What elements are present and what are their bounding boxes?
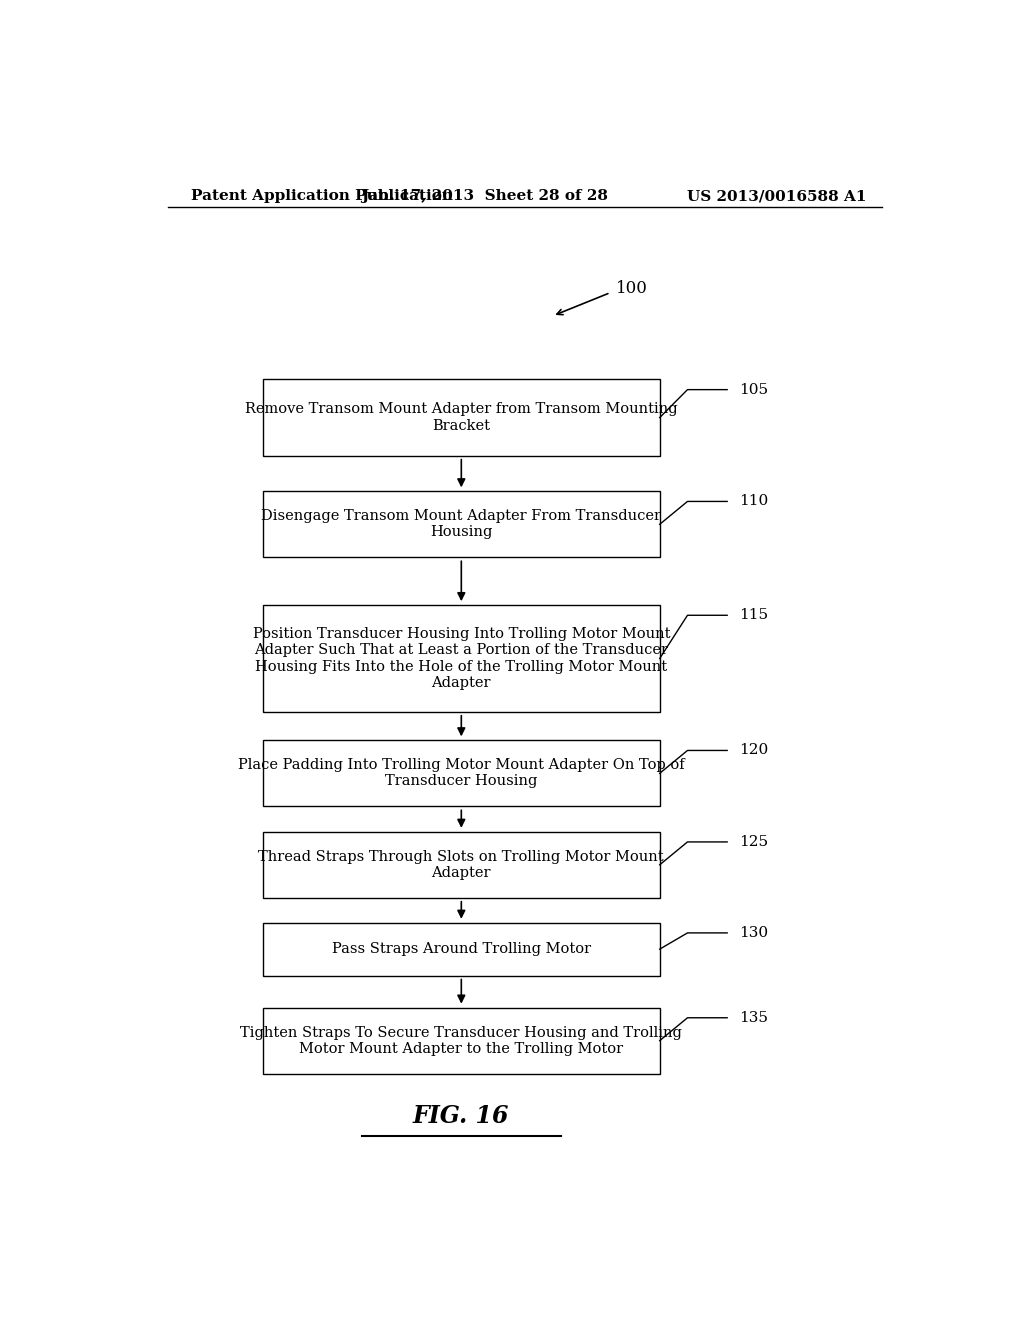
Text: Remove Transom Mount Adapter from Transom Mounting
Bracket: Remove Transom Mount Adapter from Transo… xyxy=(245,403,678,433)
Text: Tighten Straps To Secure Transducer Housing and Trolling
Motor Mount Adapter to : Tighten Straps To Secure Transducer Hous… xyxy=(241,1026,682,1056)
FancyBboxPatch shape xyxy=(263,741,659,807)
FancyBboxPatch shape xyxy=(263,832,659,898)
Text: FIG. 16: FIG. 16 xyxy=(413,1104,510,1127)
Text: 110: 110 xyxy=(739,495,768,508)
Text: 130: 130 xyxy=(739,925,768,940)
Text: Jan. 17, 2013  Sheet 28 of 28: Jan. 17, 2013 Sheet 28 of 28 xyxy=(361,189,608,203)
FancyBboxPatch shape xyxy=(263,923,659,975)
FancyBboxPatch shape xyxy=(263,605,659,711)
FancyBboxPatch shape xyxy=(263,1007,659,1073)
Text: 120: 120 xyxy=(739,743,768,758)
Text: Disengage Transom Mount Adapter From Transducer
Housing: Disengage Transom Mount Adapter From Tra… xyxy=(261,510,662,540)
FancyBboxPatch shape xyxy=(263,491,659,557)
Text: Thread Straps Through Slots on Trolling Motor Mount
Adapter: Thread Straps Through Slots on Trolling … xyxy=(258,850,665,880)
Text: US 2013/0016588 A1: US 2013/0016588 A1 xyxy=(686,189,866,203)
Text: Pass Straps Around Trolling Motor: Pass Straps Around Trolling Motor xyxy=(332,942,591,956)
Text: 115: 115 xyxy=(739,609,768,622)
Text: 135: 135 xyxy=(739,1011,768,1024)
Text: Patent Application Publication: Patent Application Publication xyxy=(191,189,454,203)
Text: 125: 125 xyxy=(739,836,768,849)
Text: 105: 105 xyxy=(739,383,768,396)
FancyBboxPatch shape xyxy=(263,379,659,455)
Text: Place Padding Into Trolling Motor Mount Adapter On Top of
Transducer Housing: Place Padding Into Trolling Motor Mount … xyxy=(238,758,685,788)
Text: Position Transducer Housing Into Trolling Motor Mount
Adapter Such That at Least: Position Transducer Housing Into Trollin… xyxy=(253,627,670,690)
Text: 100: 100 xyxy=(616,280,648,297)
